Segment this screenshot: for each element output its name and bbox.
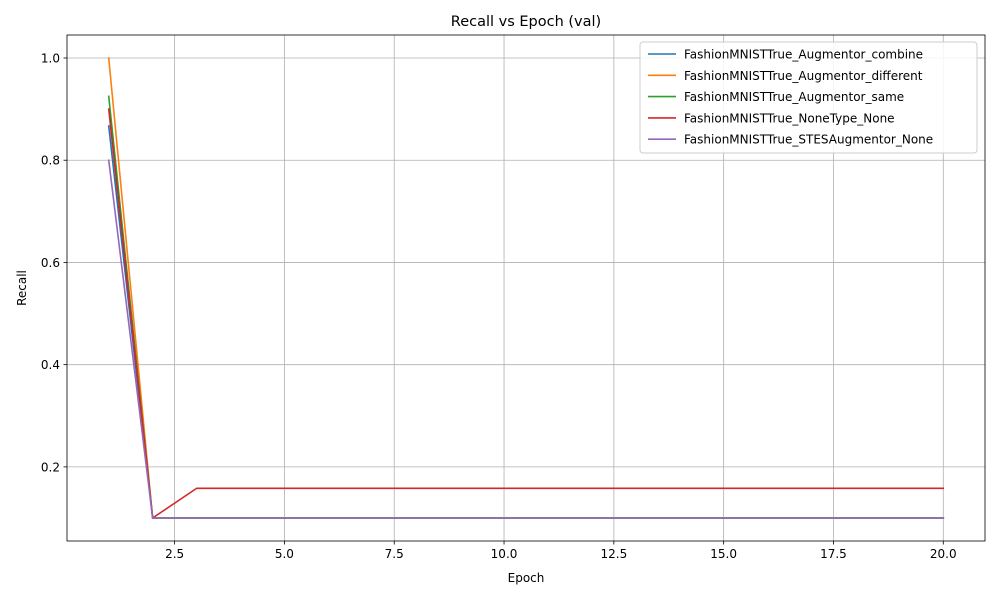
series-line-3 bbox=[107, 95, 945, 519]
x-tick-label: 5.0 bbox=[275, 547, 294, 561]
legend-label: FashionMNISTTrue_STESAugmentor_None bbox=[684, 133, 933, 147]
y-tick-label: 0.6 bbox=[41, 256, 60, 270]
series-line-4 bbox=[107, 108, 945, 519]
y-ticks: 0.2 0.4 0.6 0.8 1.0 bbox=[41, 52, 67, 474]
series-lines bbox=[107, 57, 945, 519]
legend: FashionMNISTTrue_Augmentor_combine Fashio… bbox=[639, 41, 978, 154]
x-tick-label: 15.0 bbox=[710, 547, 737, 561]
x-tick-label: 17.5 bbox=[820, 547, 847, 561]
legend-label: FashionMNISTTrue_Augmentor_same bbox=[684, 90, 904, 104]
y-tick-label: 1.0 bbox=[41, 52, 60, 66]
y-tick-label: 0.4 bbox=[41, 358, 60, 372]
legend-label: FashionMNISTTrue_Augmentor_combine bbox=[684, 48, 923, 62]
series-line-5 bbox=[107, 159, 945, 519]
x-tick-label: 2.5 bbox=[165, 547, 184, 561]
chart-title: Recall vs Epoch (val) bbox=[451, 14, 601, 30]
x-axis-title: Epoch bbox=[508, 571, 545, 585]
x-tick-label: 10.0 bbox=[491, 547, 518, 561]
plot-frame bbox=[66, 34, 986, 542]
x-tick-label: 12.5 bbox=[600, 547, 627, 561]
legend-label: FashionMNISTTrue_Augmentor_different bbox=[684, 69, 923, 83]
legend-label: FashionMNISTTrue_NoneType_None bbox=[684, 111, 895, 125]
legend-box bbox=[639, 41, 978, 154]
x-ticks: 2.5 5.0 7.5 10.0 12.5 15.0 17.5 20.0 bbox=[165, 541, 957, 561]
x-tick-label: 7.5 bbox=[385, 547, 404, 561]
series-line-1 bbox=[107, 125, 945, 519]
y-tick-label: 0.2 bbox=[41, 460, 60, 474]
y-tick-label: 0.8 bbox=[41, 154, 60, 168]
x-tick-label: 20.0 bbox=[930, 547, 957, 561]
y-axis-title: Recall bbox=[15, 270, 29, 306]
